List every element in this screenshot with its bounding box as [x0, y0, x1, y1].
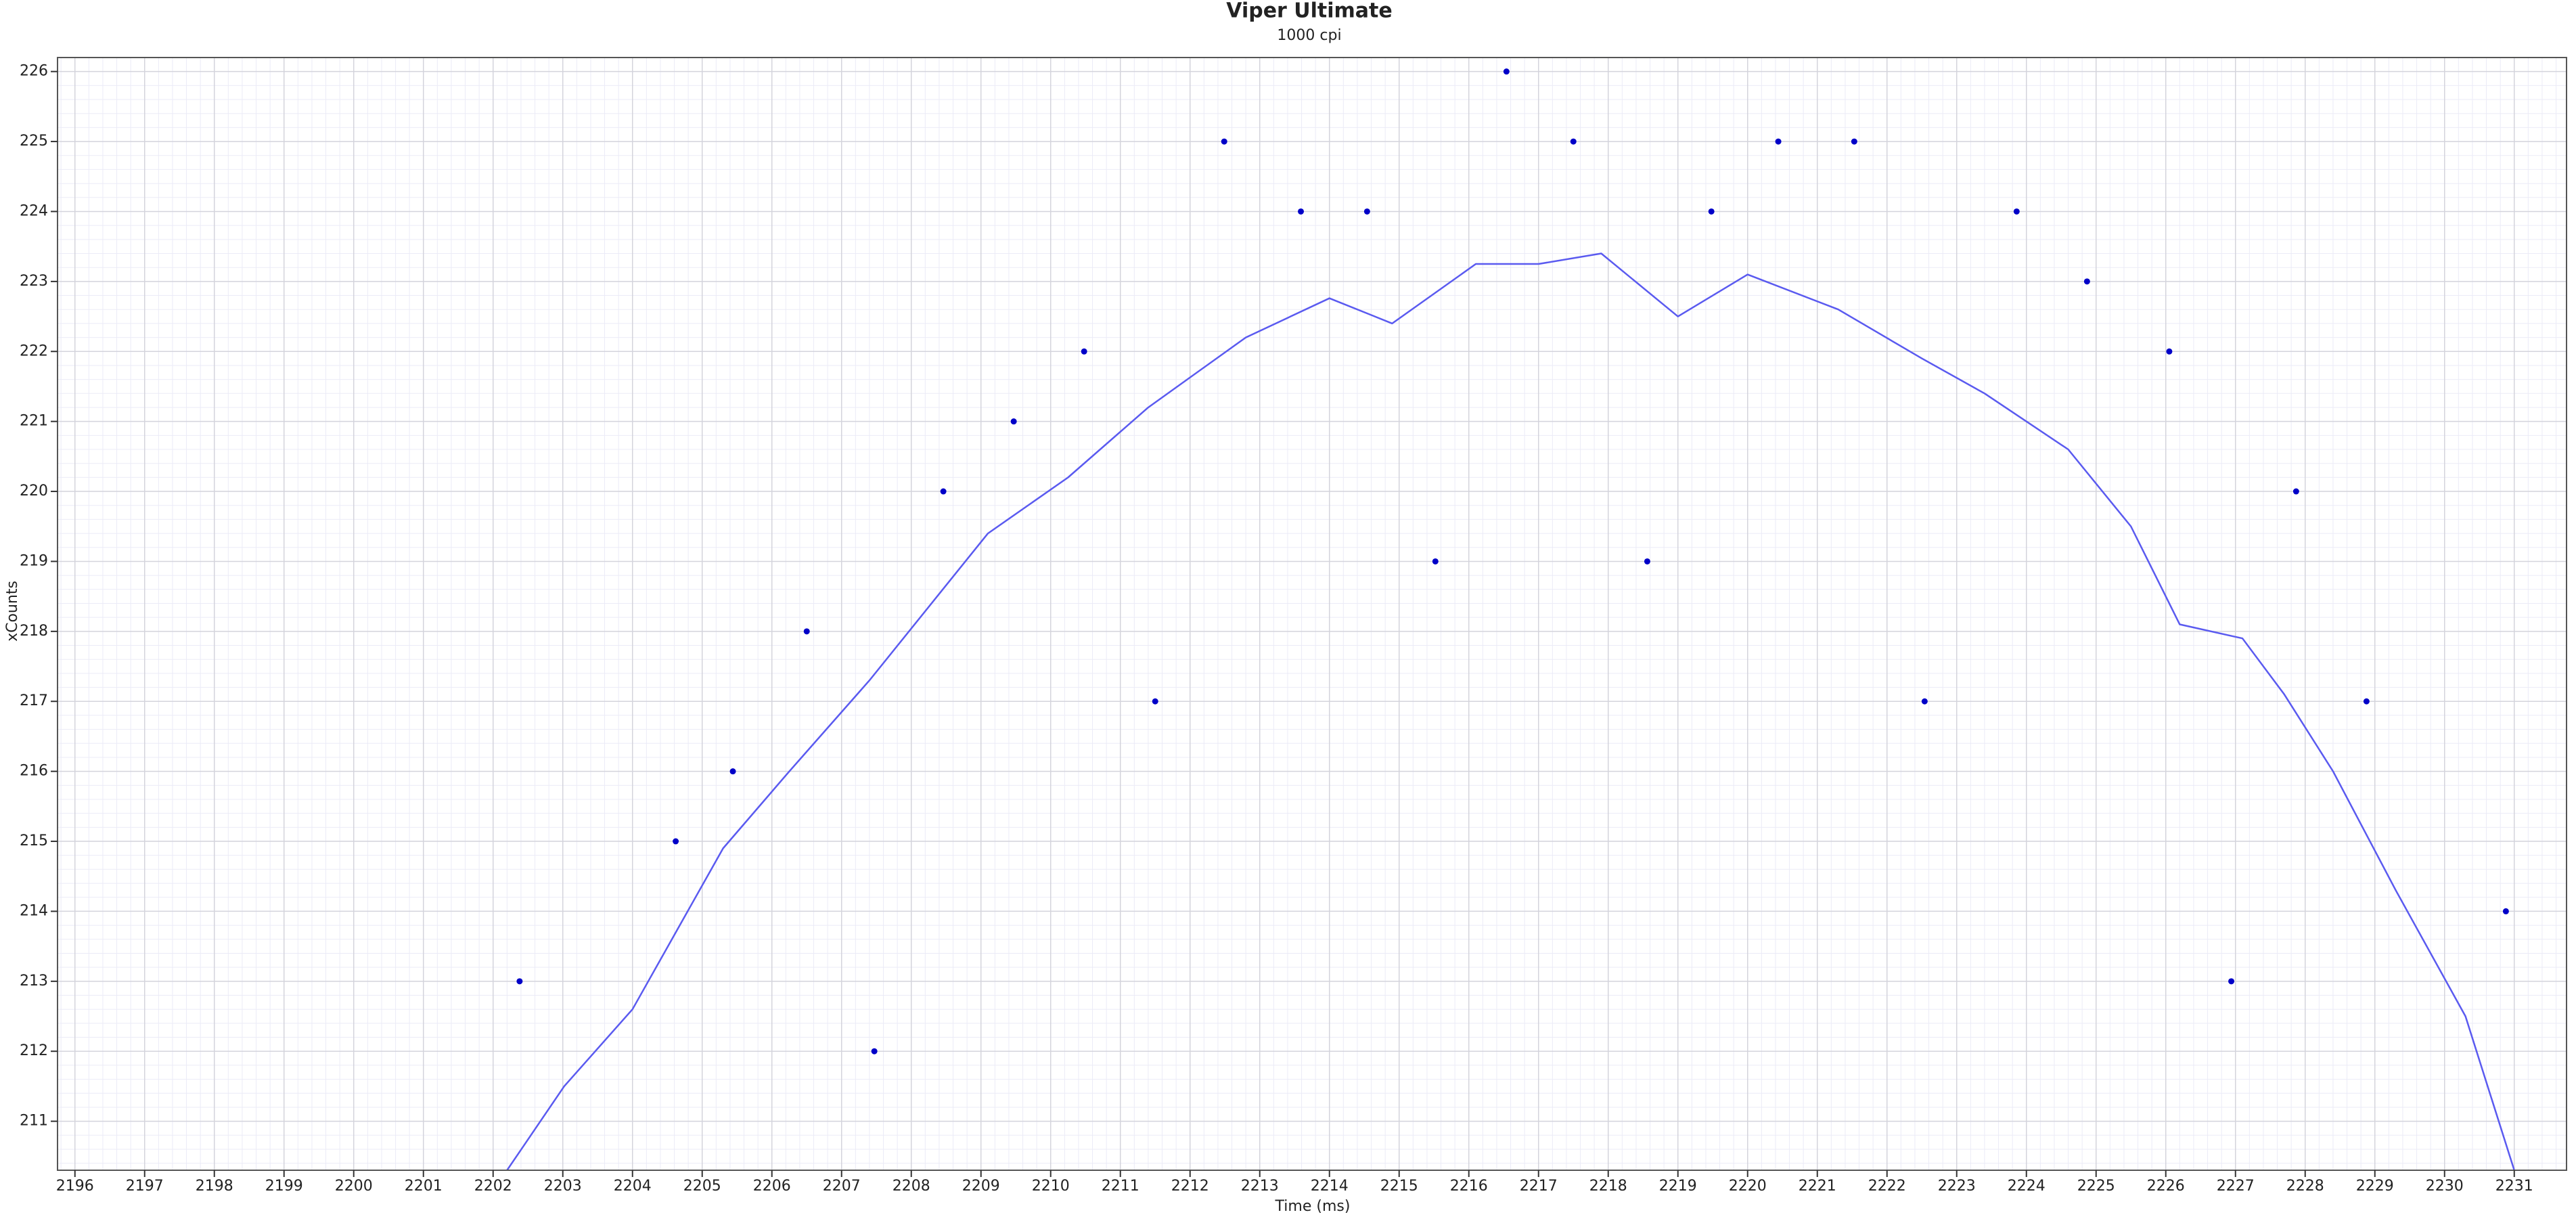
x-tick-label: 2204	[614, 1178, 652, 1195]
chart-subtitle: 1000 cpi	[1277, 27, 1341, 44]
data-point	[516, 978, 523, 985]
data-point	[1775, 138, 1782, 145]
y-tick-label: 225	[20, 133, 48, 150]
data-layer	[506, 68, 2515, 1170]
data-point	[1221, 138, 1227, 145]
x-tick-label: 2226	[2147, 1178, 2185, 1195]
plot-frame	[57, 57, 2567, 1171]
y-tick-label: 211	[20, 1113, 48, 1130]
x-tick-label: 2212	[1171, 1178, 1209, 1195]
y-tick-label: 219	[20, 552, 48, 569]
data-point	[2083, 278, 2090, 285]
data-point	[1570, 138, 1577, 145]
data-point	[729, 768, 736, 775]
x-tick-label: 2209	[962, 1178, 1000, 1195]
x-tick-label: 2216	[1450, 1178, 1488, 1195]
data-point	[940, 488, 947, 495]
y-tick-label: 216	[20, 763, 48, 780]
x-tick-label: 2218	[1589, 1178, 1627, 1195]
x-tick-label: 2230	[2426, 1178, 2464, 1195]
data-point	[1010, 418, 1017, 425]
data-point	[1708, 208, 1715, 215]
x-tick-label: 2231	[2495, 1178, 2533, 1195]
x-tick-label: 2205	[683, 1178, 721, 1195]
x-tick-label: 2221	[1799, 1178, 1836, 1195]
y-tick-label: 212	[20, 1042, 48, 1059]
x-tick-label: 2225	[2077, 1178, 2115, 1195]
data-point	[1432, 558, 1439, 564]
x-tick-label: 2217	[1520, 1178, 1558, 1195]
x-tick-label: 2215	[1380, 1178, 1418, 1195]
data-point	[1644, 558, 1650, 564]
y-tick-label: 226	[20, 63, 48, 80]
data-point	[1363, 208, 1370, 215]
x-tick-label: 2214	[1311, 1178, 1349, 1195]
y-tick-label: 213	[20, 973, 48, 990]
y-tick-label: 214	[20, 902, 48, 919]
y-tick-label: 220	[20, 483, 48, 500]
x-tick-label: 2228	[2286, 1178, 2324, 1195]
x-tick-label: 2201	[405, 1178, 443, 1195]
data-point	[1851, 138, 1857, 145]
x-tick-label: 2208	[892, 1178, 930, 1195]
x-tick-label: 2223	[1938, 1178, 1976, 1195]
y-tick-label: 223	[20, 273, 48, 290]
data-point	[1081, 348, 1087, 355]
x-tick-label: 2196	[56, 1178, 94, 1195]
x-tick-label: 2203	[544, 1178, 582, 1195]
y-tick-label: 221	[20, 413, 48, 430]
data-point	[803, 628, 810, 635]
y-tick-label: 224	[20, 202, 48, 219]
data-point	[1921, 698, 1928, 705]
x-tick-label: 2207	[823, 1178, 861, 1195]
data-point	[2292, 488, 2299, 495]
x-tick-label: 2206	[753, 1178, 791, 1195]
data-point	[1152, 698, 1158, 705]
x-tick-label: 2220	[1729, 1178, 1767, 1195]
x-tick-label: 2202	[474, 1178, 512, 1195]
data-point	[2228, 978, 2235, 985]
x-tick-label: 2227	[2217, 1178, 2255, 1195]
grid	[58, 57, 2567, 1170]
x-tick-label: 2229	[2356, 1178, 2394, 1195]
x-tick-label: 2224	[2008, 1178, 2046, 1195]
x-tick-label: 2200	[335, 1178, 373, 1195]
plot-area	[58, 58, 2567, 1170]
data-point	[2502, 908, 2509, 914]
x-tick-label: 2219	[1659, 1178, 1697, 1195]
data-point	[673, 838, 679, 845]
data-point	[1503, 68, 1510, 75]
x-tick-label: 2222	[1868, 1178, 1906, 1195]
x-tick-label: 2210	[1032, 1178, 1070, 1195]
x-axis-label: Time (ms)	[1275, 1198, 1351, 1215]
y-tick-label: 215	[20, 832, 48, 849]
fit-line	[506, 252, 2515, 1170]
x-tick-label: 2199	[265, 1178, 303, 1195]
data-point	[2166, 348, 2173, 355]
y-tick-label: 222	[20, 342, 48, 359]
y-tick-label: 217	[20, 692, 48, 709]
data-point	[2013, 208, 2020, 215]
x-tick-label: 2211	[1102, 1178, 1139, 1195]
data-point	[871, 1048, 878, 1054]
data-point	[1298, 208, 1305, 215]
y-axis-label: xCounts	[4, 581, 21, 642]
x-tick-label: 2197	[126, 1178, 164, 1195]
x-tick-label: 2198	[196, 1178, 233, 1195]
chart-title: Viper Ultimate	[1226, 0, 1393, 23]
data-point	[2363, 698, 2370, 705]
y-tick-label: 218	[20, 623, 48, 640]
x-tick-label: 2213	[1241, 1178, 1279, 1195]
